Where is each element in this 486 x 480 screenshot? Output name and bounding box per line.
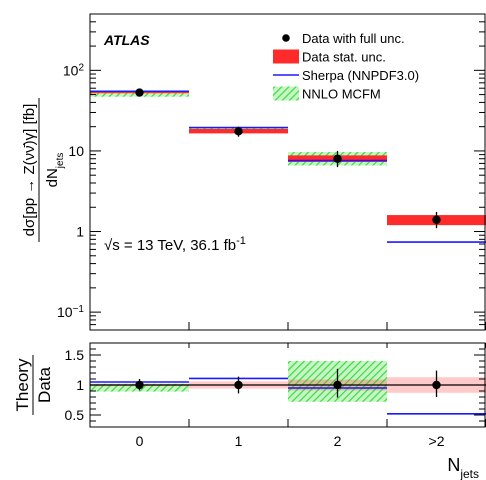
ratio-data-point-bin-3 [432, 380, 441, 390]
legend-marker-3 [273, 86, 299, 101]
ratio-ylabel: Theory Data [13, 355, 54, 415]
legend: Data with full unc. Data stat. unc. Sherpa… [273, 31, 419, 102]
main-ytick-label-0: 10−1 [57, 304, 84, 321]
ratio-ylabel-bottom: Data [35, 367, 54, 403]
main-ylabel-denominator: dNjets [44, 153, 66, 188]
ratio-ytick-label-0: 0.5 [65, 407, 85, 423]
data-point-bin-3 [432, 215, 441, 224]
data-point-bin-2 [333, 154, 342, 163]
experiment-label: ATLAS [103, 32, 150, 48]
xtick-label-2: 2 [334, 433, 342, 449]
ratio-ytick-label-2: 1.5 [65, 347, 85, 363]
legend-label-0: Data with full unc. [302, 31, 405, 46]
ratio-data-point-bin-0 [135, 380, 144, 390]
ratio-data-point-bin-1 [234, 380, 243, 390]
data-point-bin-1 [234, 127, 243, 136]
main-ytick-label-2: 10 [68, 143, 84, 159]
data-point-bin-0 [135, 88, 144, 97]
legend-marker-1 [273, 49, 299, 64]
main-panel: 10−1 1 10 102 ATLAS √s = 13 TeV, 36.1 fb-1 dσ[… [21, 13, 486, 331]
legend-label-1: Data stat. unc. [302, 50, 386, 65]
legend-marker-0 [282, 34, 290, 42]
xtick-label-3: >2 [429, 433, 445, 449]
x-axis-label: Njets [447, 455, 479, 480]
xtick-label-0: 0 [136, 433, 144, 449]
main-ylabel: dσ[pp → Z(νν̄)γ] [fb] dNjets [21, 98, 66, 242]
main-ytick-label-1: 1 [76, 224, 84, 240]
main-ytick-label-3: 102 [63, 62, 85, 79]
main-ylabel-numerator: dσ[pp → Z(νν̄)γ] [fb] [21, 104, 38, 237]
ratio-ylabel-top: Theory [13, 358, 32, 411]
legend-label-3: NNLO MCFM [302, 87, 381, 102]
legend-label-2: Sherpa (NNPDF3.0) [302, 68, 419, 83]
xtick-label-1: 1 [235, 433, 243, 449]
ratio-ytick-label-1: 1 [76, 377, 84, 393]
energy-label: √s = 13 TeV, 36.1 fb-1 [104, 235, 246, 254]
ratio-data-point-bin-2 [333, 380, 342, 390]
